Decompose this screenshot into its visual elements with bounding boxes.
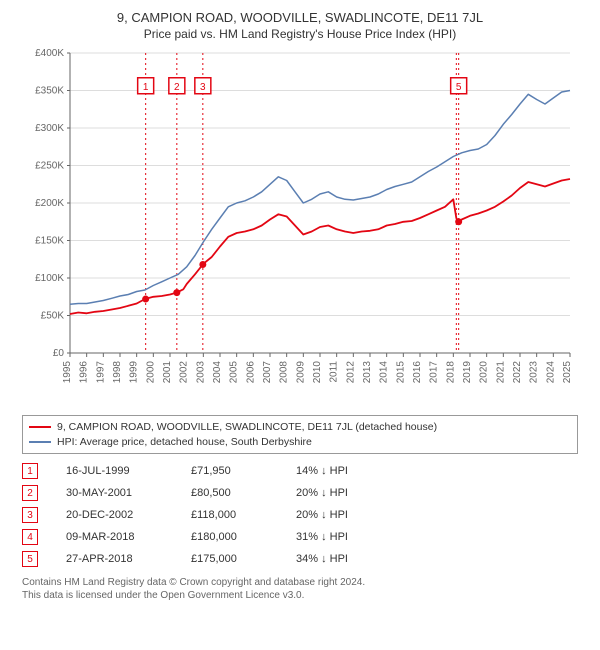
sale-date: 27-APR-2018 bbox=[66, 553, 191, 565]
svg-text:2006: 2006 bbox=[245, 361, 256, 384]
svg-text:2024: 2024 bbox=[545, 361, 556, 384]
svg-text:2008: 2008 bbox=[279, 361, 290, 384]
legend-row-hpi: HPI: Average price, detached house, Sout… bbox=[29, 435, 571, 450]
sale-diff: 20% ↓ HPI bbox=[296, 487, 406, 499]
sale-diff: 20% ↓ HPI bbox=[296, 509, 406, 521]
sale-marker-box: 5 bbox=[22, 551, 38, 567]
sale-date: 30-MAY-2001 bbox=[66, 487, 191, 499]
sale-marker-box: 3 bbox=[22, 507, 38, 523]
svg-text:3: 3 bbox=[200, 82, 206, 93]
svg-text:1: 1 bbox=[143, 82, 149, 93]
svg-text:2015: 2015 bbox=[395, 361, 406, 384]
sale-price: £118,000 bbox=[191, 509, 296, 521]
sale-price: £71,950 bbox=[191, 465, 296, 477]
sale-price: £80,500 bbox=[191, 487, 296, 499]
svg-text:£100K: £100K bbox=[35, 273, 64, 284]
svg-text:2011: 2011 bbox=[329, 361, 340, 383]
svg-text:2019: 2019 bbox=[462, 361, 473, 384]
sale-row: 3 20-DEC-2002£118,00020% ↓ HPI bbox=[22, 504, 578, 526]
sale-diff: 34% ↓ HPI bbox=[296, 553, 406, 565]
page-title: 9, CAMPION ROAD, WOODVILLE, SWADLINCOTE,… bbox=[12, 10, 588, 25]
house-price-chart-page: { "title": "9, CAMPION ROAD, WOODVILLE, … bbox=[0, 0, 600, 650]
svg-text:1999: 1999 bbox=[129, 361, 140, 384]
svg-text:2004: 2004 bbox=[212, 361, 223, 384]
page-subtitle: Price paid vs. HM Land Registry's House … bbox=[12, 27, 588, 41]
legend-swatch-hpi bbox=[29, 441, 51, 443]
svg-text:1997: 1997 bbox=[95, 361, 106, 384]
svg-text:2009: 2009 bbox=[295, 361, 306, 384]
svg-text:£300K: £300K bbox=[35, 123, 64, 134]
svg-text:£50K: £50K bbox=[41, 311, 65, 322]
svg-text:£0: £0 bbox=[53, 348, 65, 359]
svg-text:2020: 2020 bbox=[479, 361, 490, 384]
svg-text:2021: 2021 bbox=[495, 361, 506, 384]
sale-diff: 31% ↓ HPI bbox=[296, 531, 406, 543]
sale-price: £175,000 bbox=[191, 553, 296, 565]
svg-text:2007: 2007 bbox=[262, 361, 273, 384]
svg-text:1998: 1998 bbox=[112, 361, 123, 384]
svg-text:2023: 2023 bbox=[529, 361, 540, 384]
sale-row: 4 09-MAR-2018£180,00031% ↓ HPI bbox=[22, 526, 578, 548]
svg-text:2016: 2016 bbox=[412, 361, 423, 384]
sale-diff: 14% ↓ HPI bbox=[296, 465, 406, 477]
svg-text:2025: 2025 bbox=[562, 361, 573, 384]
legend-swatch-property bbox=[29, 426, 51, 428]
footnote-line-2: This data is licensed under the Open Gov… bbox=[22, 589, 578, 602]
sale-date: 20-DEC-2002 bbox=[66, 509, 191, 521]
sales-table: 1 16-JUL-1999£71,95014% ↓ HPI 2 30-MAY-2001… bbox=[22, 460, 578, 570]
sale-marker-box: 4 bbox=[22, 529, 38, 545]
svg-text:2014: 2014 bbox=[379, 361, 390, 384]
svg-text:2010: 2010 bbox=[312, 361, 323, 384]
svg-text:£200K: £200K bbox=[35, 198, 64, 209]
svg-text:1995: 1995 bbox=[62, 361, 73, 384]
sale-date: 16-JUL-1999 bbox=[66, 465, 191, 477]
svg-text:5: 5 bbox=[456, 82, 462, 93]
legend-row-property: 9, CAMPION ROAD, WOODVILLE, SWADLINCOTE,… bbox=[29, 420, 571, 435]
sale-row: 5 27-APR-2018£175,00034% ↓ HPI bbox=[22, 548, 578, 570]
legend: 9, CAMPION ROAD, WOODVILLE, SWADLINCOTE,… bbox=[22, 415, 578, 454]
sale-row: 1 16-JUL-1999£71,95014% ↓ HPI bbox=[22, 460, 578, 482]
svg-text:£250K: £250K bbox=[35, 161, 64, 172]
price-chart: £0 £50K £100K £150K £200K £250K £300K £350K £400… bbox=[20, 47, 580, 407]
svg-text:1996: 1996 bbox=[79, 361, 90, 384]
svg-text:2001: 2001 bbox=[162, 361, 173, 384]
svg-text:£350K: £350K bbox=[35, 86, 64, 97]
svg-text:2002: 2002 bbox=[179, 361, 190, 384]
legend-label-property: 9, CAMPION ROAD, WOODVILLE, SWADLINCOTE,… bbox=[57, 420, 437, 435]
sale-date: 09-MAR-2018 bbox=[66, 531, 191, 543]
svg-text:£150K: £150K bbox=[35, 236, 64, 247]
sale-row: 2 30-MAY-2001£80,50020% ↓ HPI bbox=[22, 482, 578, 504]
svg-text:£400K: £400K bbox=[35, 48, 64, 59]
svg-text:2000: 2000 bbox=[145, 361, 156, 384]
svg-text:2018: 2018 bbox=[445, 361, 456, 384]
svg-text:2017: 2017 bbox=[429, 361, 440, 384]
footnote: Contains HM Land Registry data © Crown c… bbox=[22, 576, 578, 602]
footnote-line-1: Contains HM Land Registry data © Crown c… bbox=[22, 576, 578, 589]
sale-marker-box: 1 bbox=[22, 463, 38, 479]
legend-label-hpi: HPI: Average price, detached house, Sout… bbox=[57, 435, 312, 450]
svg-text:2012: 2012 bbox=[345, 361, 356, 384]
svg-text:2: 2 bbox=[174, 82, 180, 93]
sale-marker-box: 2 bbox=[22, 485, 38, 501]
svg-text:2013: 2013 bbox=[362, 361, 373, 384]
sale-price: £180,000 bbox=[191, 531, 296, 543]
chart-svg: £0 £50K £100K £150K £200K £250K £300K £350K £400… bbox=[20, 47, 580, 407]
svg-text:2005: 2005 bbox=[229, 361, 240, 384]
svg-text:2022: 2022 bbox=[512, 361, 523, 384]
svg-text:2003: 2003 bbox=[195, 361, 206, 384]
